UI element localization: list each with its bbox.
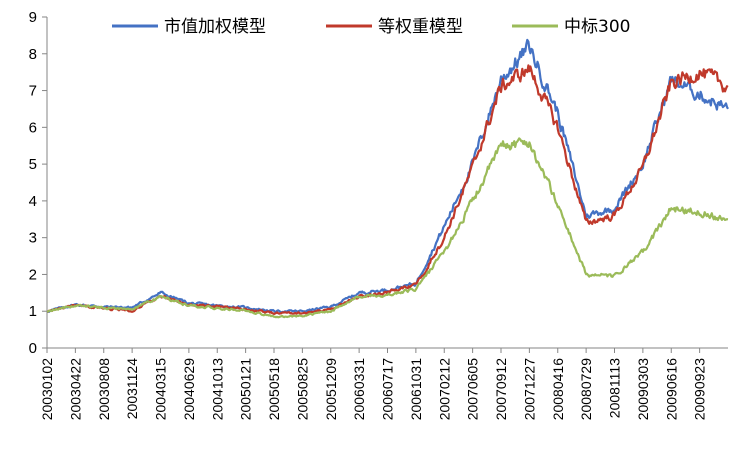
legend: 市值加权模型 等权重模型 中标300 xyxy=(112,17,630,37)
y-tick-label: 8 xyxy=(29,46,37,63)
y-axis: 0 1 2 3 4 5 6 7 8 9 xyxy=(29,9,48,357)
y-tick-label: 1 xyxy=(29,303,37,320)
x-tick-label: 20080416 xyxy=(550,358,566,421)
series-line-0 xyxy=(46,38,729,314)
x-tick-label: 20060331 xyxy=(351,358,367,421)
x-tick-label: 20090923 xyxy=(692,358,708,421)
y-tick-label: 9 xyxy=(29,9,37,26)
x-tick-label: 20040315 xyxy=(153,358,169,421)
y-tick-label: 3 xyxy=(29,230,37,247)
x-tick-label: 20030102 xyxy=(39,358,55,421)
x-tick-label: 20051209 xyxy=(323,358,339,421)
x-tick-label: 20061031 xyxy=(408,358,424,421)
x-tick-label: 20030808 xyxy=(96,358,112,421)
x-tick-label: 20080729 xyxy=(578,358,594,421)
x-tick-label: 20030422 xyxy=(67,358,83,421)
legend-label-2: 中标300 xyxy=(564,17,630,37)
x-tick-label: 20050121 xyxy=(238,358,254,421)
x-tick-label: 20070212 xyxy=(436,358,452,421)
y-tick-label: 4 xyxy=(29,193,37,210)
x-tick-label: 20040629 xyxy=(181,358,197,421)
series-line-2 xyxy=(46,137,729,319)
x-tick-label: 20070605 xyxy=(465,358,481,421)
x-tick-label: 20031124 xyxy=(124,358,140,419)
legend-label-0: 市值加权模型 xyxy=(164,17,266,37)
x-tick-label: 20071227 xyxy=(521,358,537,421)
x-tick-label: 20081113 xyxy=(607,358,623,418)
x-tick-label: 20050518 xyxy=(266,358,282,421)
y-tick-label: 2 xyxy=(29,266,37,283)
x-tick-label: 20050825 xyxy=(294,358,310,421)
y-tick-label: 6 xyxy=(29,119,37,136)
x-tick-label: 20060717 xyxy=(380,358,396,421)
x-tick-label: 20070912 xyxy=(493,358,509,421)
x-tick-label: 20090616 xyxy=(663,358,679,421)
legend-label-1: 等权重模型 xyxy=(378,17,463,37)
series-layer xyxy=(46,38,729,319)
x-tick-label: 20090303 xyxy=(635,358,651,421)
x-tick-label: 20041013 xyxy=(209,358,225,421)
y-tick-label: 5 xyxy=(29,156,37,173)
x-axis: 20030102 20030422 20030808 20031124 20040315… xyxy=(39,347,728,421)
y-tick-label: 7 xyxy=(29,83,37,100)
y-tick-label: 0 xyxy=(29,340,37,357)
